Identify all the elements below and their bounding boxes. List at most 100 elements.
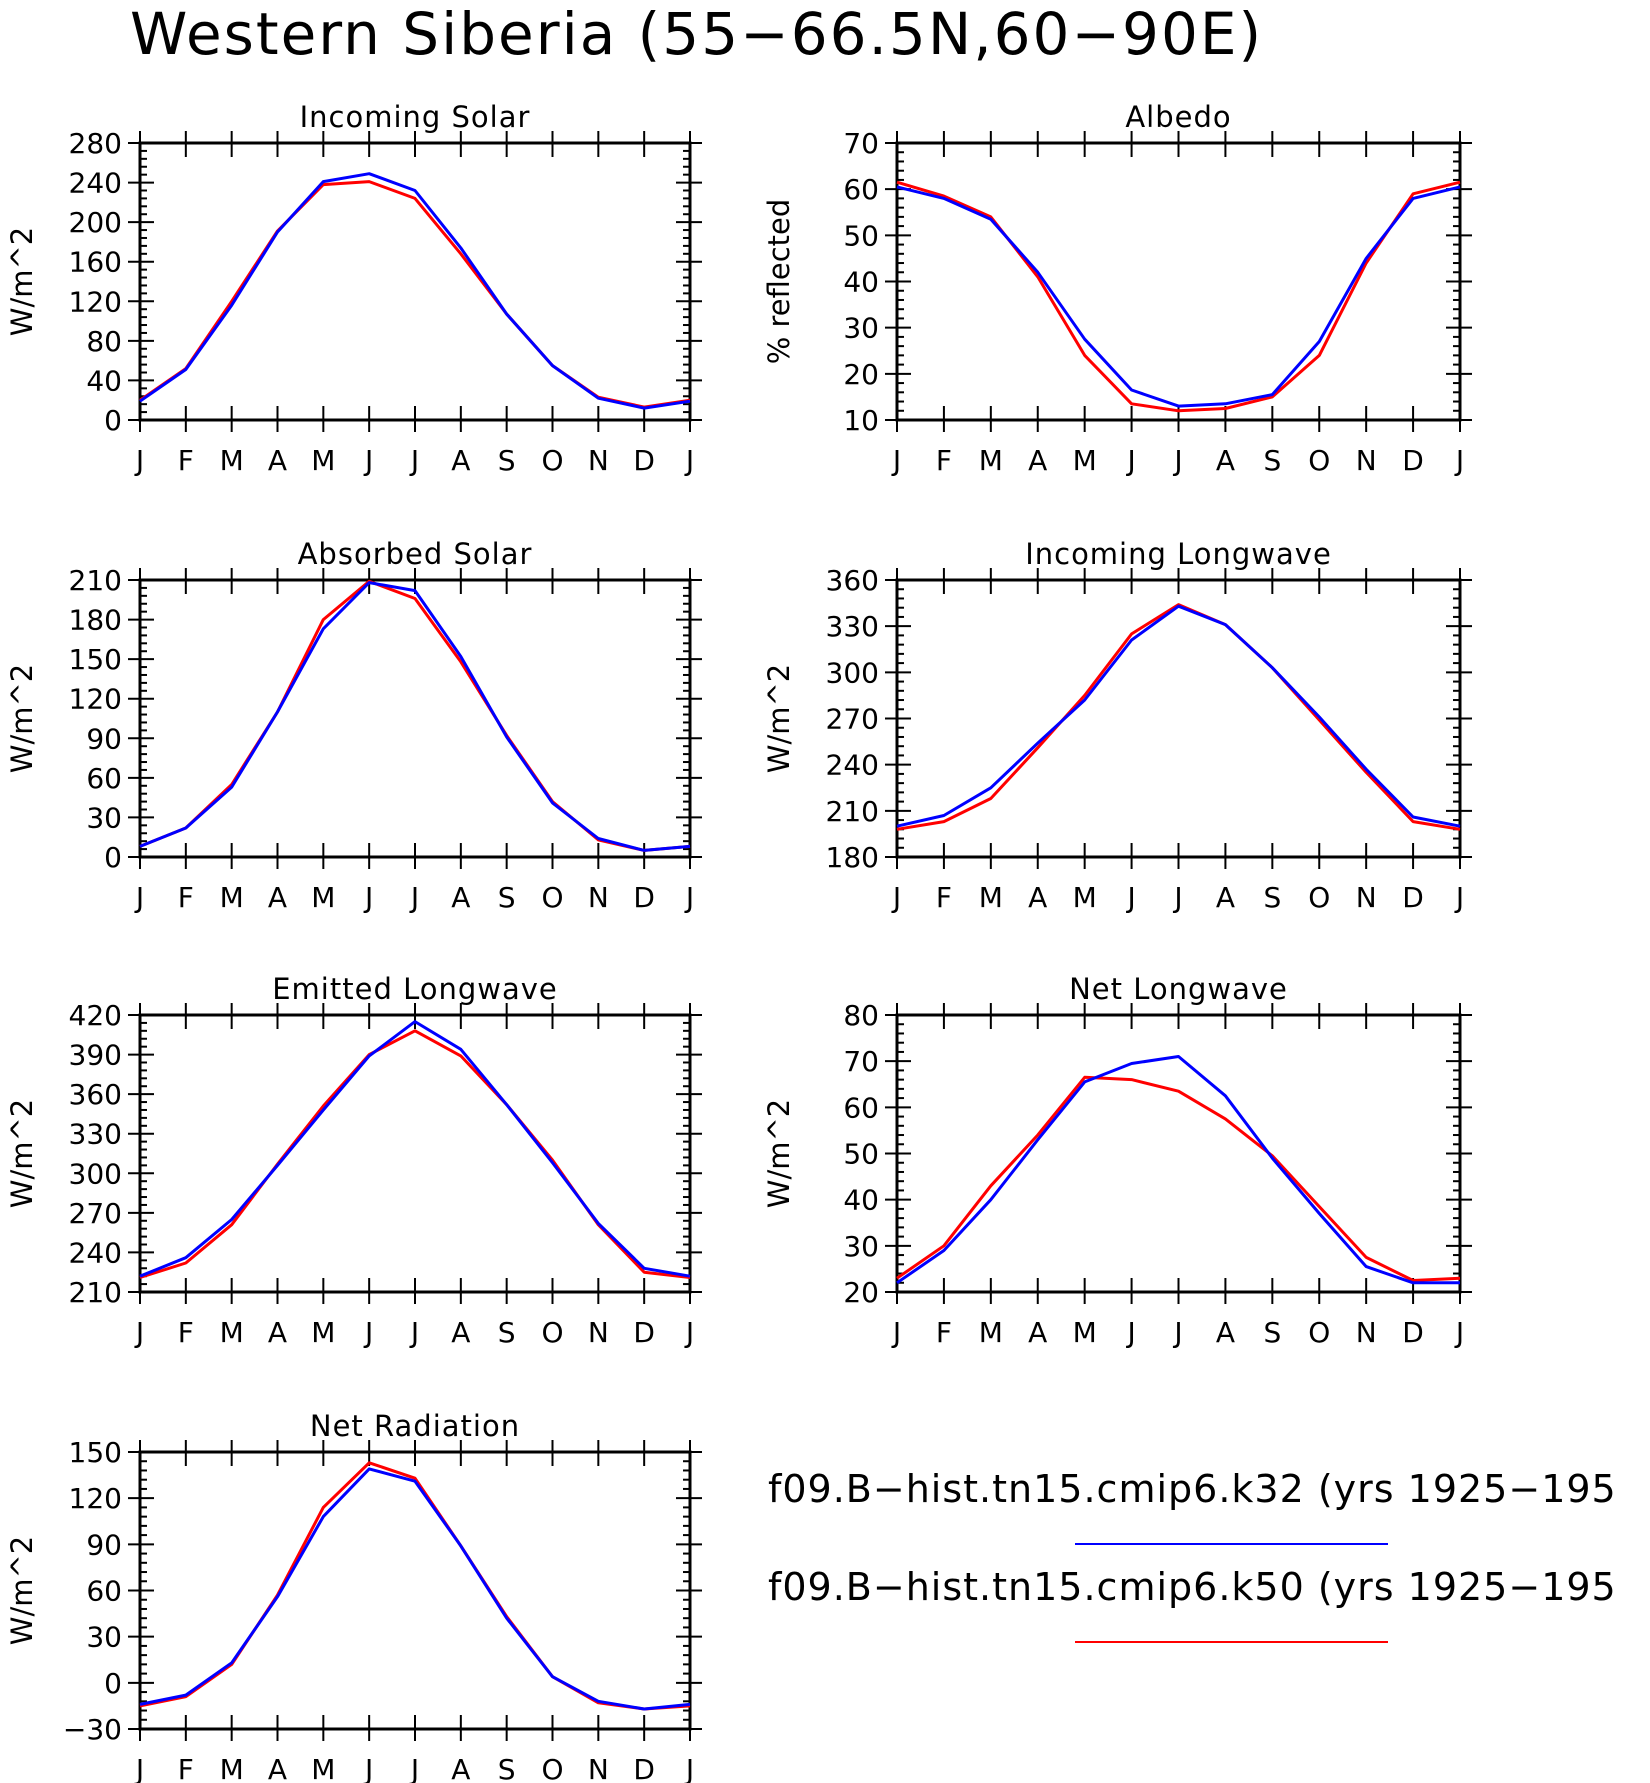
- series-line-k32: [139, 1467, 691, 1711]
- x-tick-label: S: [1263, 881, 1281, 914]
- legend-label-k32: f09.B−hist.tn15.cmip6.k32 (yrs 1925−195: [768, 1467, 1617, 1511]
- series-line-k50: [896, 1075, 1461, 1282]
- series-line-k50: [896, 603, 1461, 831]
- x-tick-label: A: [451, 1316, 470, 1349]
- x-tick-label: F: [178, 444, 194, 477]
- x-tick-label: O: [541, 1753, 563, 1783]
- x-tick-label: J: [134, 1316, 144, 1349]
- x-tick-label: J: [363, 444, 373, 477]
- x-tick-label: A: [1028, 1316, 1047, 1349]
- y-tick-label: 70: [843, 1045, 879, 1078]
- y-tick-label: 210: [826, 795, 879, 828]
- x-tick-label: F: [178, 1316, 194, 1349]
- y-tick-label: 300: [826, 656, 879, 689]
- legend-label-k50: f09.B−hist.tn15.cmip6.k50 (yrs 1925−195: [768, 1565, 1617, 1609]
- x-tick-label: J: [363, 1753, 373, 1783]
- y-tick-label: 420: [69, 999, 122, 1032]
- plot-frame: [895, 141, 1462, 422]
- panel-title: Albedo: [1125, 100, 1231, 134]
- y-tick-label: 80: [843, 999, 879, 1032]
- x-tick-label: O: [541, 1316, 563, 1349]
- y-tick-label: 30: [86, 801, 122, 834]
- series-line-k32: [896, 1055, 1460, 1285]
- x-tick-label: A: [451, 444, 470, 477]
- x-tick-label: J: [1125, 881, 1135, 914]
- x-tick-label: M: [979, 881, 1003, 914]
- y-tick-label: 0: [104, 1667, 122, 1700]
- y-tick-label: 180: [826, 841, 879, 874]
- y-axis-label: W/m^2: [762, 664, 796, 773]
- y-tick-label: 30: [843, 312, 879, 345]
- x-tick-label: F: [936, 444, 952, 477]
- y-tick-label: 0: [104, 841, 122, 874]
- x-tick-label: A: [1216, 881, 1235, 914]
- x-tick-label: J: [1125, 1316, 1135, 1349]
- x-tick-label: F: [178, 1753, 194, 1783]
- x-tick-label: J: [1454, 444, 1464, 477]
- y-tick-label: −30: [63, 1713, 122, 1746]
- y-tick-label: 120: [69, 683, 122, 716]
- x-tick-label: J: [684, 444, 694, 477]
- x-tick-label: S: [1263, 444, 1281, 477]
- x-tick-label: A: [1216, 444, 1235, 477]
- x-tick-label: A: [1028, 444, 1047, 477]
- x-tick-label: A: [268, 1753, 287, 1783]
- x-tick-label: A: [268, 444, 287, 477]
- x-tick-label: M: [311, 444, 335, 477]
- x-tick-label: M: [220, 1316, 244, 1349]
- y-tick-label: 160: [69, 246, 122, 279]
- x-tick-label: A: [268, 1316, 287, 1349]
- series-line-k50: [139, 180, 691, 409]
- x-tick-label: D: [633, 1316, 655, 1349]
- y-axis-label: W/m^2: [5, 1099, 39, 1208]
- x-tick-label: J: [363, 1316, 373, 1349]
- x-tick-label: J: [1172, 1316, 1182, 1349]
- y-tick-label: 280: [69, 127, 122, 160]
- x-tick-label: A: [451, 881, 470, 914]
- x-tick-label: A: [1216, 1316, 1235, 1349]
- y-axis-label: W/m^2: [5, 664, 39, 773]
- y-tick-label: 20: [843, 1276, 879, 1309]
- page-title: Western Siberia (55−66.5N,60−90E): [130, 0, 1264, 68]
- x-tick-label: J: [1454, 1316, 1464, 1349]
- y-tick-label: 360: [826, 564, 879, 597]
- x-tick-label: J: [1172, 881, 1182, 914]
- panel-title: Emitted Longwave: [272, 972, 558, 1006]
- plot-frame: [138, 141, 692, 422]
- panel-title: Net Longwave: [1069, 972, 1288, 1006]
- x-tick-label: N: [588, 1753, 609, 1783]
- x-tick-label: O: [1308, 444, 1330, 477]
- x-tick-label: J: [684, 1753, 694, 1783]
- y-tick-label: 40: [843, 1184, 879, 1217]
- plot-frame: [138, 1450, 692, 1731]
- x-tick-label: M: [311, 1753, 335, 1783]
- y-tick-label: 240: [69, 167, 122, 200]
- y-axis-label: W/m^2: [762, 1099, 796, 1208]
- x-tick-label: M: [220, 1753, 244, 1783]
- y-tick-label: 60: [843, 1091, 879, 1124]
- y-tick-label: 60: [86, 1575, 122, 1608]
- x-tick-label: M: [979, 444, 1003, 477]
- x-tick-label: J: [891, 1316, 901, 1349]
- x-tick-label: D: [633, 444, 655, 477]
- y-tick-label: 60: [843, 173, 879, 206]
- y-tick-label: 360: [69, 1078, 122, 1111]
- x-tick-label: N: [588, 881, 609, 914]
- x-tick-label: M: [220, 881, 244, 914]
- series-line-k32: [896, 604, 1461, 828]
- x-tick-label: J: [409, 881, 419, 914]
- y-axis-label: W/m^2: [5, 1536, 39, 1645]
- x-tick-label: J: [684, 1316, 694, 1349]
- x-tick-label: J: [409, 1316, 419, 1349]
- x-tick-label: A: [1028, 881, 1047, 914]
- x-tick-label: D: [1402, 444, 1424, 477]
- x-tick-label: J: [363, 881, 373, 914]
- y-tick-label: 90: [86, 722, 122, 755]
- x-tick-label: J: [134, 444, 144, 477]
- y-tick-label: 0: [104, 404, 122, 437]
